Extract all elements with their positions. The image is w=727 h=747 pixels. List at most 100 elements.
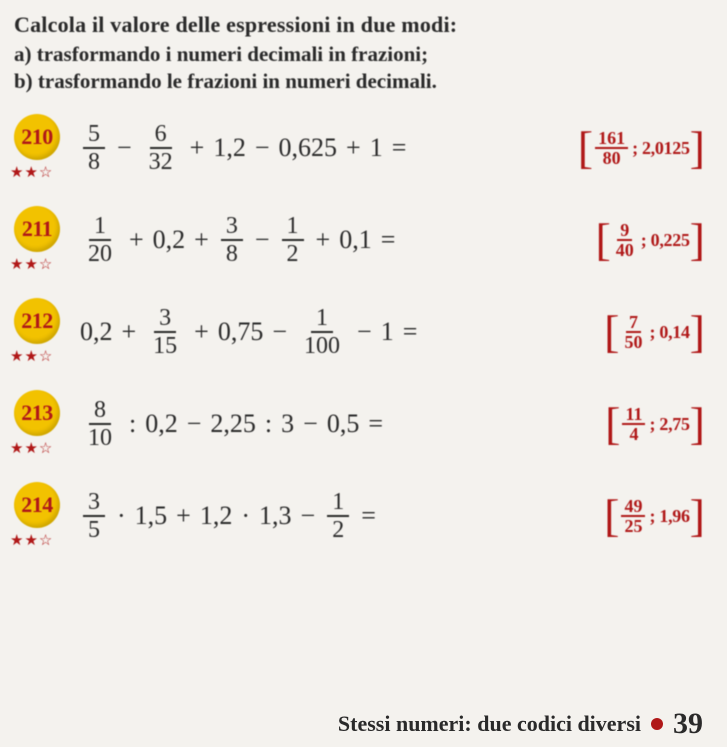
expression: 810:0,2−2,25:3−0,5= bbox=[80, 398, 605, 450]
problem-row: 210★★☆58−632+1,2−0,625+1=[16180; 2,0125] bbox=[14, 114, 705, 182]
expression: 0,2+315+0,75−1100−1= bbox=[80, 306, 604, 358]
answer-decimal: ; 2,75 bbox=[649, 414, 689, 435]
bracket-left: [ bbox=[578, 130, 593, 167]
operator: − bbox=[255, 225, 270, 255]
operator: − bbox=[255, 133, 270, 163]
problem-row: 213★★☆810:0,2−2,25:3−0,5=[114; 2,75] bbox=[14, 390, 705, 458]
problem-row: 211★★☆120+0,2+38−12+0,1=[940; 0,225] bbox=[14, 206, 705, 274]
problem-number-badge: 212 bbox=[14, 298, 60, 344]
fraction-numerator: 1 bbox=[327, 490, 349, 517]
fraction: 120 bbox=[83, 214, 117, 266]
answer-decimal: ; 2,0125 bbox=[632, 138, 690, 159]
operator: = bbox=[392, 133, 407, 163]
number: 1 bbox=[381, 317, 394, 347]
answer-numerator: 49 bbox=[621, 497, 645, 517]
bracket-right: ] bbox=[690, 314, 705, 351]
bracket-left: [ bbox=[604, 314, 619, 351]
answer-numerator: 9 bbox=[617, 221, 632, 241]
operator: + bbox=[190, 133, 205, 163]
problem-number-badge: 210 bbox=[14, 114, 60, 160]
answer-box: [4925; 1,96] bbox=[604, 497, 705, 535]
fraction-numerator: 3 bbox=[221, 214, 243, 241]
number: 3 bbox=[281, 409, 294, 439]
number: 0,2 bbox=[153, 225, 186, 255]
number: 0,1 bbox=[339, 225, 372, 255]
bracket-left: [ bbox=[604, 498, 619, 535]
operator: = bbox=[368, 409, 383, 439]
fraction-numerator: 3 bbox=[83, 490, 105, 517]
instruction-title: Calcola il valore delle espressioni in d… bbox=[14, 12, 705, 38]
answer-box: [16180; 2,0125] bbox=[578, 129, 705, 167]
number: 0,2 bbox=[80, 317, 113, 347]
fraction-numerator: 1 bbox=[311, 306, 333, 333]
number: 1 bbox=[370, 133, 383, 163]
badge-column: 214★★☆ bbox=[14, 482, 70, 550]
difficulty-stars: ★★☆ bbox=[10, 347, 53, 366]
bracket-right: ] bbox=[690, 222, 705, 259]
answer-fraction: 750 bbox=[621, 313, 645, 351]
answer-decimal: ; 1,96 bbox=[649, 506, 689, 527]
fraction: 810 bbox=[83, 398, 117, 450]
operator: − bbox=[187, 409, 202, 439]
answer-denominator: 40 bbox=[613, 241, 637, 259]
answer-denominator: 4 bbox=[626, 425, 641, 443]
operator: : bbox=[129, 409, 136, 439]
fraction: 315 bbox=[148, 306, 182, 358]
fraction-numerator: 1 bbox=[89, 214, 111, 241]
page-number: 39 bbox=[673, 707, 703, 741]
page: Calcola il valore delle espressioni in d… bbox=[0, 0, 727, 550]
footer-text: Stessi numeri: due codici diversi bbox=[338, 711, 641, 737]
number: 0,625 bbox=[279, 133, 338, 163]
expression: 35·1,5+1,2·1,3−12= bbox=[80, 490, 604, 542]
answer-denominator: 80 bbox=[600, 149, 624, 167]
answer-denominator: 50 bbox=[621, 333, 645, 351]
fraction-numerator: 6 bbox=[150, 122, 172, 149]
answer-numerator: 11 bbox=[622, 405, 645, 425]
operator: + bbox=[122, 317, 137, 347]
answer-denominator: 25 bbox=[621, 517, 645, 535]
operator: = bbox=[403, 317, 418, 347]
fraction-denominator: 2 bbox=[327, 517, 349, 542]
bracket-left: [ bbox=[595, 222, 610, 259]
operator: + bbox=[129, 225, 144, 255]
number: 1,2 bbox=[200, 501, 233, 531]
fraction: 632 bbox=[144, 122, 178, 174]
operator: : bbox=[265, 409, 272, 439]
problem-number-badge: 211 bbox=[14, 206, 60, 252]
answer-fraction: 16180 bbox=[595, 129, 628, 167]
fraction: 58 bbox=[83, 122, 105, 174]
answer-fraction: 940 bbox=[613, 221, 637, 259]
difficulty-stars: ★★☆ bbox=[10, 163, 53, 182]
operator: + bbox=[316, 225, 331, 255]
badge-column: 213★★☆ bbox=[14, 390, 70, 458]
operator: = bbox=[361, 501, 376, 531]
badge-column: 211★★☆ bbox=[14, 206, 70, 274]
fraction: 1100 bbox=[299, 306, 345, 358]
number: 1,5 bbox=[135, 501, 168, 531]
fraction-denominator: 8 bbox=[221, 241, 243, 266]
bracket-right: ] bbox=[690, 130, 705, 167]
fraction-denominator: 100 bbox=[299, 333, 345, 358]
operator: + bbox=[194, 317, 209, 347]
fraction: 12 bbox=[327, 490, 349, 542]
problem-row: 212★★☆0,2+315+0,75−1100−1=[750; 0,14] bbox=[14, 298, 705, 366]
problem-row: 214★★☆35·1,5+1,2·1,3−12=[4925; 1,96] bbox=[14, 482, 705, 550]
answer-box: [114; 2,75] bbox=[605, 405, 705, 443]
difficulty-stars: ★★☆ bbox=[10, 255, 53, 274]
difficulty-stars: ★★☆ bbox=[10, 531, 53, 550]
fraction: 35 bbox=[83, 490, 105, 542]
expression: 58−632+1,2−0,625+1= bbox=[80, 122, 578, 174]
operator: · bbox=[241, 501, 250, 531]
fraction-denominator: 20 bbox=[83, 241, 117, 266]
expression: 120+0,2+38−12+0,1= bbox=[80, 214, 595, 266]
number: 2,25 bbox=[210, 409, 256, 439]
operator: − bbox=[301, 501, 316, 531]
fraction-numerator: 3 bbox=[154, 306, 176, 333]
operator: · bbox=[117, 501, 126, 531]
fraction-denominator: 10 bbox=[83, 425, 117, 450]
operator: + bbox=[194, 225, 209, 255]
page-footer: Stessi numeri: due codici diversi 39 bbox=[338, 707, 703, 741]
number: 1,2 bbox=[213, 133, 246, 163]
operator: = bbox=[381, 225, 396, 255]
problem-number-badge: 213 bbox=[14, 390, 60, 436]
